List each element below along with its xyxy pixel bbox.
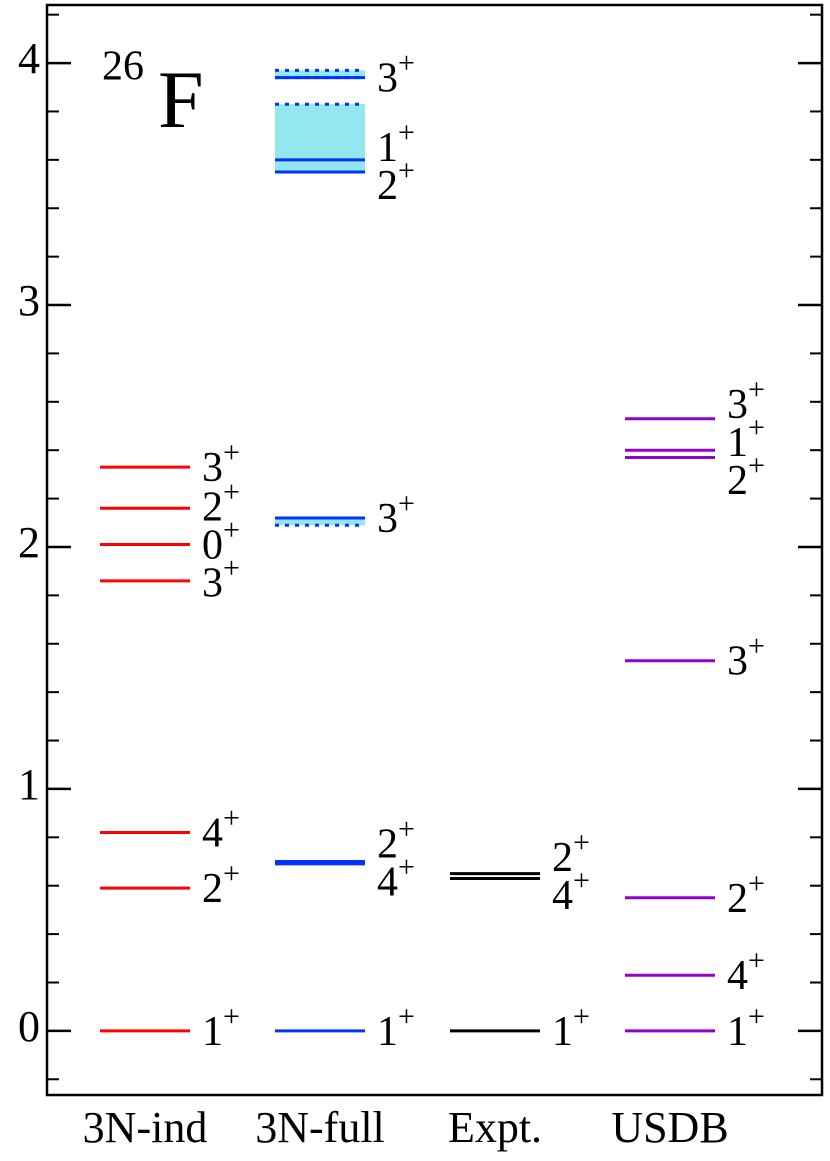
parity: +: [398, 1000, 415, 1033]
spin: 4: [202, 810, 223, 856]
level-label: 3+: [202, 551, 240, 606]
spin: 3: [727, 638, 748, 684]
parity: +: [748, 630, 765, 663]
spin: 2: [552, 835, 573, 881]
level-label: 0+: [202, 513, 240, 568]
chart-title: F: [158, 54, 204, 145]
parity: +: [398, 154, 415, 187]
level-label: 2+: [727, 449, 765, 504]
level-label: 2+: [552, 826, 590, 881]
level-label: 2+: [727, 867, 765, 922]
spin: 3: [377, 496, 398, 542]
parity: +: [398, 487, 415, 520]
level-label: 3+: [377, 487, 415, 542]
parity: +: [398, 813, 415, 846]
parity: +: [748, 1000, 765, 1033]
spin: 3: [377, 55, 398, 101]
plot-frame: [45, 3, 824, 1097]
spin: 1: [727, 420, 748, 466]
spin: 2: [727, 458, 748, 504]
parity: +: [573, 1000, 590, 1033]
spin: 3: [727, 382, 748, 428]
level-label: 2+: [202, 857, 240, 912]
title-superscript: 26: [102, 44, 144, 90]
parity: +: [223, 857, 240, 890]
level-label: 1+: [552, 1000, 590, 1055]
parity: +: [398, 46, 415, 79]
level-label: 4+: [727, 944, 765, 999]
y-tick-label: 4: [18, 34, 40, 83]
parity: +: [398, 116, 415, 149]
spin: 2: [377, 821, 398, 867]
parity: +: [223, 436, 240, 469]
level-label: 2+: [377, 154, 415, 209]
column-label: Expt.: [448, 1103, 542, 1152]
parity: +: [748, 449, 765, 482]
parity: +: [573, 826, 590, 859]
level-label: 3+: [202, 436, 240, 491]
column-label: USDB: [611, 1103, 728, 1152]
spin: 1: [377, 1009, 398, 1055]
level-label: 4+: [202, 801, 240, 856]
parity: +: [748, 867, 765, 900]
parity: +: [223, 475, 240, 508]
level-label: 2+: [202, 475, 240, 530]
level-label: 1+: [377, 116, 415, 171]
y-tick-label: 2: [18, 518, 40, 567]
level-label: 1+: [727, 1000, 765, 1055]
parity: +: [223, 1000, 240, 1033]
parity: +: [398, 851, 415, 884]
level-label: 4+: [552, 864, 590, 919]
level-label: 2+: [377, 813, 415, 868]
spin: 3: [202, 560, 223, 606]
uncertainty-band: [275, 70, 365, 78]
parity: +: [748, 944, 765, 977]
parity: +: [748, 411, 765, 444]
level-label: 3+: [727, 630, 765, 685]
spin: 1: [727, 1009, 748, 1055]
level-label: 1+: [377, 1000, 415, 1055]
column-label: 3N-full: [255, 1103, 385, 1152]
level-label: 1+: [202, 1000, 240, 1055]
spin: 2: [202, 484, 223, 530]
parity: +: [748, 373, 765, 406]
spin: 2: [377, 163, 398, 209]
y-tick-label: 1: [18, 760, 40, 809]
spin: 2: [202, 866, 223, 912]
level-label: 3+: [377, 46, 415, 101]
spin: 1: [552, 1009, 573, 1055]
spin: 1: [377, 125, 398, 171]
spin: 3: [202, 445, 223, 491]
spin: 4: [552, 873, 573, 919]
parity: +: [223, 513, 240, 546]
parity: +: [223, 551, 240, 584]
spin: 4: [377, 859, 398, 905]
parity: +: [573, 864, 590, 897]
column-label: 3N-ind: [83, 1103, 208, 1152]
spin: 4: [727, 953, 748, 999]
y-tick-label: 3: [18, 276, 40, 325]
level-label: 1+: [727, 411, 765, 466]
level-label: 3+: [727, 373, 765, 428]
y-tick-label: 0: [18, 1002, 40, 1051]
spin: 0: [202, 522, 223, 568]
level-label: 4+: [377, 851, 415, 906]
uncertainty-band: [275, 104, 365, 172]
uncertainty-band: [275, 517, 365, 526]
parity: +: [223, 801, 240, 834]
spin: 2: [727, 875, 748, 921]
spin: 1: [202, 1009, 223, 1055]
